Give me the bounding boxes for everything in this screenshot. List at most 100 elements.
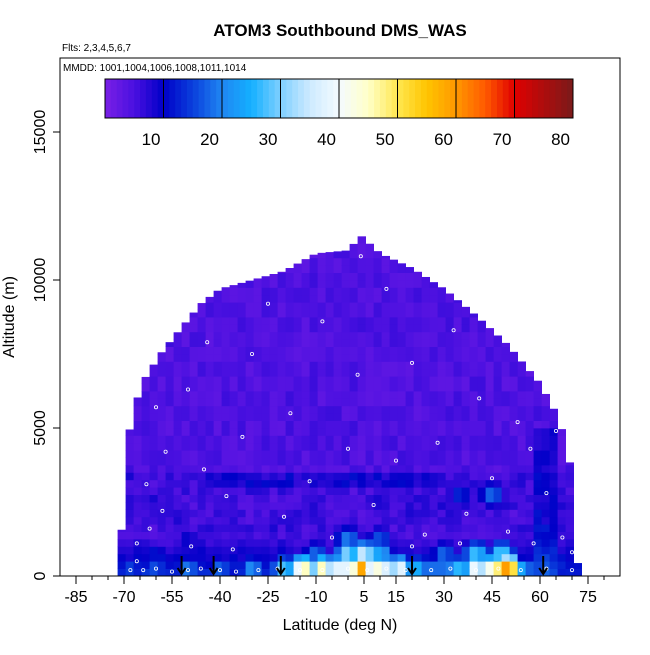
heatmap-cell [422,539,430,547]
heatmap-cell [350,295,358,303]
heatmap-cell [406,391,414,399]
heatmap-cell [334,480,342,488]
x-tick-label: 60 [531,589,549,606]
heatmap-cell [214,509,222,517]
heatmap-cell [318,391,326,399]
heatmap-cell [150,450,158,458]
heatmap-cell [334,524,342,532]
heatmap-cell [318,421,326,429]
colorbar-segment [257,79,263,118]
colorbar-segment [193,79,199,118]
heatmap-cell [254,310,262,318]
heatmap-cell [262,480,270,488]
heatmap-cell [286,443,294,451]
heatmap-cell [166,369,174,377]
heatmap-cell [414,465,422,473]
heatmap-cell [526,443,534,451]
heatmap-cell [326,554,334,562]
colorbar-segment [386,79,392,118]
heatmap-cell [558,554,566,562]
heatmap-cell [254,339,262,347]
colorbar-segment [123,79,129,118]
heatmap-cell [406,302,414,310]
heatmap-cell [238,517,246,525]
heatmap-cell [534,450,542,458]
heatmap-cell [406,287,414,295]
heatmap-cell [390,554,398,562]
heatmap-cell [374,443,382,451]
heatmap-cell [214,413,222,421]
heatmap-cell [270,546,278,554]
heatmap-cell [486,332,494,340]
heatmap-cell [350,398,358,406]
heatmap-cell [326,273,334,281]
heatmap-cell [526,435,534,443]
heatmap-cell [478,546,486,554]
heatmap-cell [550,480,558,488]
heatmap-cell [222,384,230,392]
heatmap-cell [174,509,182,517]
heatmap-cell [350,361,358,369]
heatmap-cell [406,361,414,369]
heatmap-cell [518,413,526,421]
heatmap-cell [366,480,374,488]
heatmap-cell [366,495,374,503]
heatmap-cell [486,376,494,384]
heatmap-cell [238,376,246,384]
heatmap-cell [510,352,518,355]
heatmap-cell [358,465,366,473]
heatmap-cell [326,398,334,406]
heatmap-cell [358,413,366,421]
heatmap-cell [238,435,246,443]
heatmap-cell [398,472,406,480]
heatmap-cell [238,450,246,458]
heatmap-cell [494,561,502,569]
heatmap-cell [334,258,342,266]
heatmap-cell [414,272,422,273]
heatmap-cell [406,421,414,429]
heatmap-cell [262,465,270,473]
heatmap-cell [350,280,358,288]
heatmap-cell [246,339,254,347]
heatmap-cell [334,546,342,554]
heatmap-cell [302,310,310,318]
chart-title: ATOM3 Southbound DMS_WAS [213,21,466,40]
heatmap-cell [286,472,294,480]
heatmap-cell [254,517,262,525]
heatmap-cell [270,354,278,362]
heatmap-cell [246,480,254,488]
heatmap-cell [222,391,230,399]
heatmap-cell [350,561,358,569]
heatmap-cell [294,524,302,532]
heatmap-cell [326,495,334,503]
heatmap-cell [342,509,350,517]
heatmap-cell [182,413,190,421]
heatmap-cell [446,532,454,540]
heatmap-cell [174,376,182,384]
heatmap-cell [254,480,262,488]
heatmap-cell [358,435,366,443]
heatmap-cell [358,421,366,429]
heatmap-cell [366,369,374,377]
heatmap-cell [270,398,278,406]
heatmap-cell [518,435,526,443]
heatmap-cell [494,539,502,547]
heatmap-cell [206,450,214,458]
heatmap-cell [534,435,542,443]
heatmap-cell [286,302,294,310]
heatmap-cell [550,502,558,510]
heatmap-cell [430,391,438,399]
heatmap-cell [214,384,222,392]
heatmap-cell [230,502,238,510]
heatmap-cell [238,347,246,355]
heatmap-cell [390,287,398,295]
heatmap-cell [438,421,446,429]
heatmap-cell [510,546,518,554]
heatmap-cell [454,376,462,384]
heatmap-cell [262,332,270,340]
heatmap-cell [190,398,198,406]
heatmap-cell [318,443,326,451]
heatmap-cell [278,347,286,355]
heatmap-cell [398,539,406,547]
heatmap-cell [422,428,430,436]
